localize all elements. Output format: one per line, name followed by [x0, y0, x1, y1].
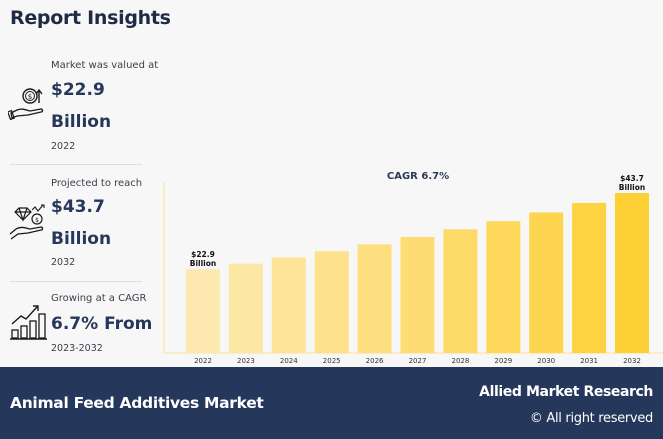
- stat-label: Growing at a CAGR: [51, 293, 147, 304]
- x-tick-label: 2026: [366, 357, 384, 365]
- svg-text:$: $: [35, 217, 39, 224]
- chart-title: CAGR 6.7%: [387, 171, 449, 182]
- x-tick-label: 2023: [237, 357, 255, 365]
- stat-year: 2032: [51, 257, 76, 268]
- bar-growth-chart-icon: [10, 305, 47, 340]
- divider: [10, 164, 142, 165]
- x-tick-label: 2028: [451, 357, 469, 365]
- copyright-notice: © All right reserved: [529, 411, 653, 426]
- stat-cagr: Growing at a CAGR 6.7% From 2023-2032: [0, 288, 160, 363]
- stat-value: $43.7: [51, 197, 105, 217]
- stat-value: 6.7% From: [51, 314, 153, 334]
- bar-2025: [314, 251, 349, 353]
- bar-2029: [486, 221, 521, 353]
- brand-name: Allied Market Research: [479, 384, 653, 400]
- bar-2032: [615, 193, 649, 353]
- data-label: $43.7: [620, 174, 644, 183]
- x-tick-label: 2024: [280, 357, 298, 365]
- svg-text:$: $: [28, 93, 32, 101]
- x-tick-label: 2029: [494, 357, 512, 365]
- bar-2030: [529, 212, 564, 353]
- page-title: Report Insights: [10, 7, 171, 29]
- stat-projected-value: $ Projected to reach $43.7 Billion 2032: [0, 172, 160, 282]
- money-hand-growth-icon: $: [8, 88, 44, 121]
- stat-year: 2022: [51, 141, 76, 152]
- stat-year: 2023-2032: [51, 343, 103, 354]
- market-size-bar-chart: CAGR 6.7% 2022 2023 2024 2025 2026 2027 2028 20…: [163, 171, 663, 365]
- bar-2028: [443, 229, 478, 353]
- bar-2026: [357, 244, 392, 353]
- footer-banner: Animal Feed Additives Market Allied Mark…: [0, 367, 663, 439]
- stat-market-value: $ Market was valued at $22.9 Billion 202…: [0, 55, 160, 165]
- bar-2027: [400, 236, 435, 353]
- data-label: Billion: [190, 259, 217, 268]
- stat-label: Projected to reach: [51, 178, 143, 189]
- bar-2024: [271, 257, 306, 353]
- data-label: $22.9: [191, 250, 215, 259]
- x-tick-label: 2022: [194, 357, 212, 365]
- x-tick-label: 2031: [580, 357, 598, 365]
- data-label: Billion: [619, 183, 646, 192]
- bar-2031: [572, 202, 607, 353]
- divider: [10, 281, 142, 282]
- stat-label: Market was valued at: [51, 60, 159, 71]
- x-tick-label: 2030: [537, 357, 555, 365]
- x-tick-label: 2025: [323, 357, 341, 365]
- bar-2022: [186, 269, 220, 353]
- x-tick-label: 2027: [409, 357, 427, 365]
- stat-value: $22.9: [51, 80, 105, 100]
- stat-unit: Billion: [51, 112, 112, 132]
- diamond-money-hand-icon: $: [9, 204, 45, 240]
- bar-2023: [228, 263, 263, 353]
- stat-unit: Billion: [51, 229, 112, 249]
- x-tick-label: 2032: [623, 357, 641, 365]
- market-name: Animal Feed Additives Market: [10, 394, 264, 412]
